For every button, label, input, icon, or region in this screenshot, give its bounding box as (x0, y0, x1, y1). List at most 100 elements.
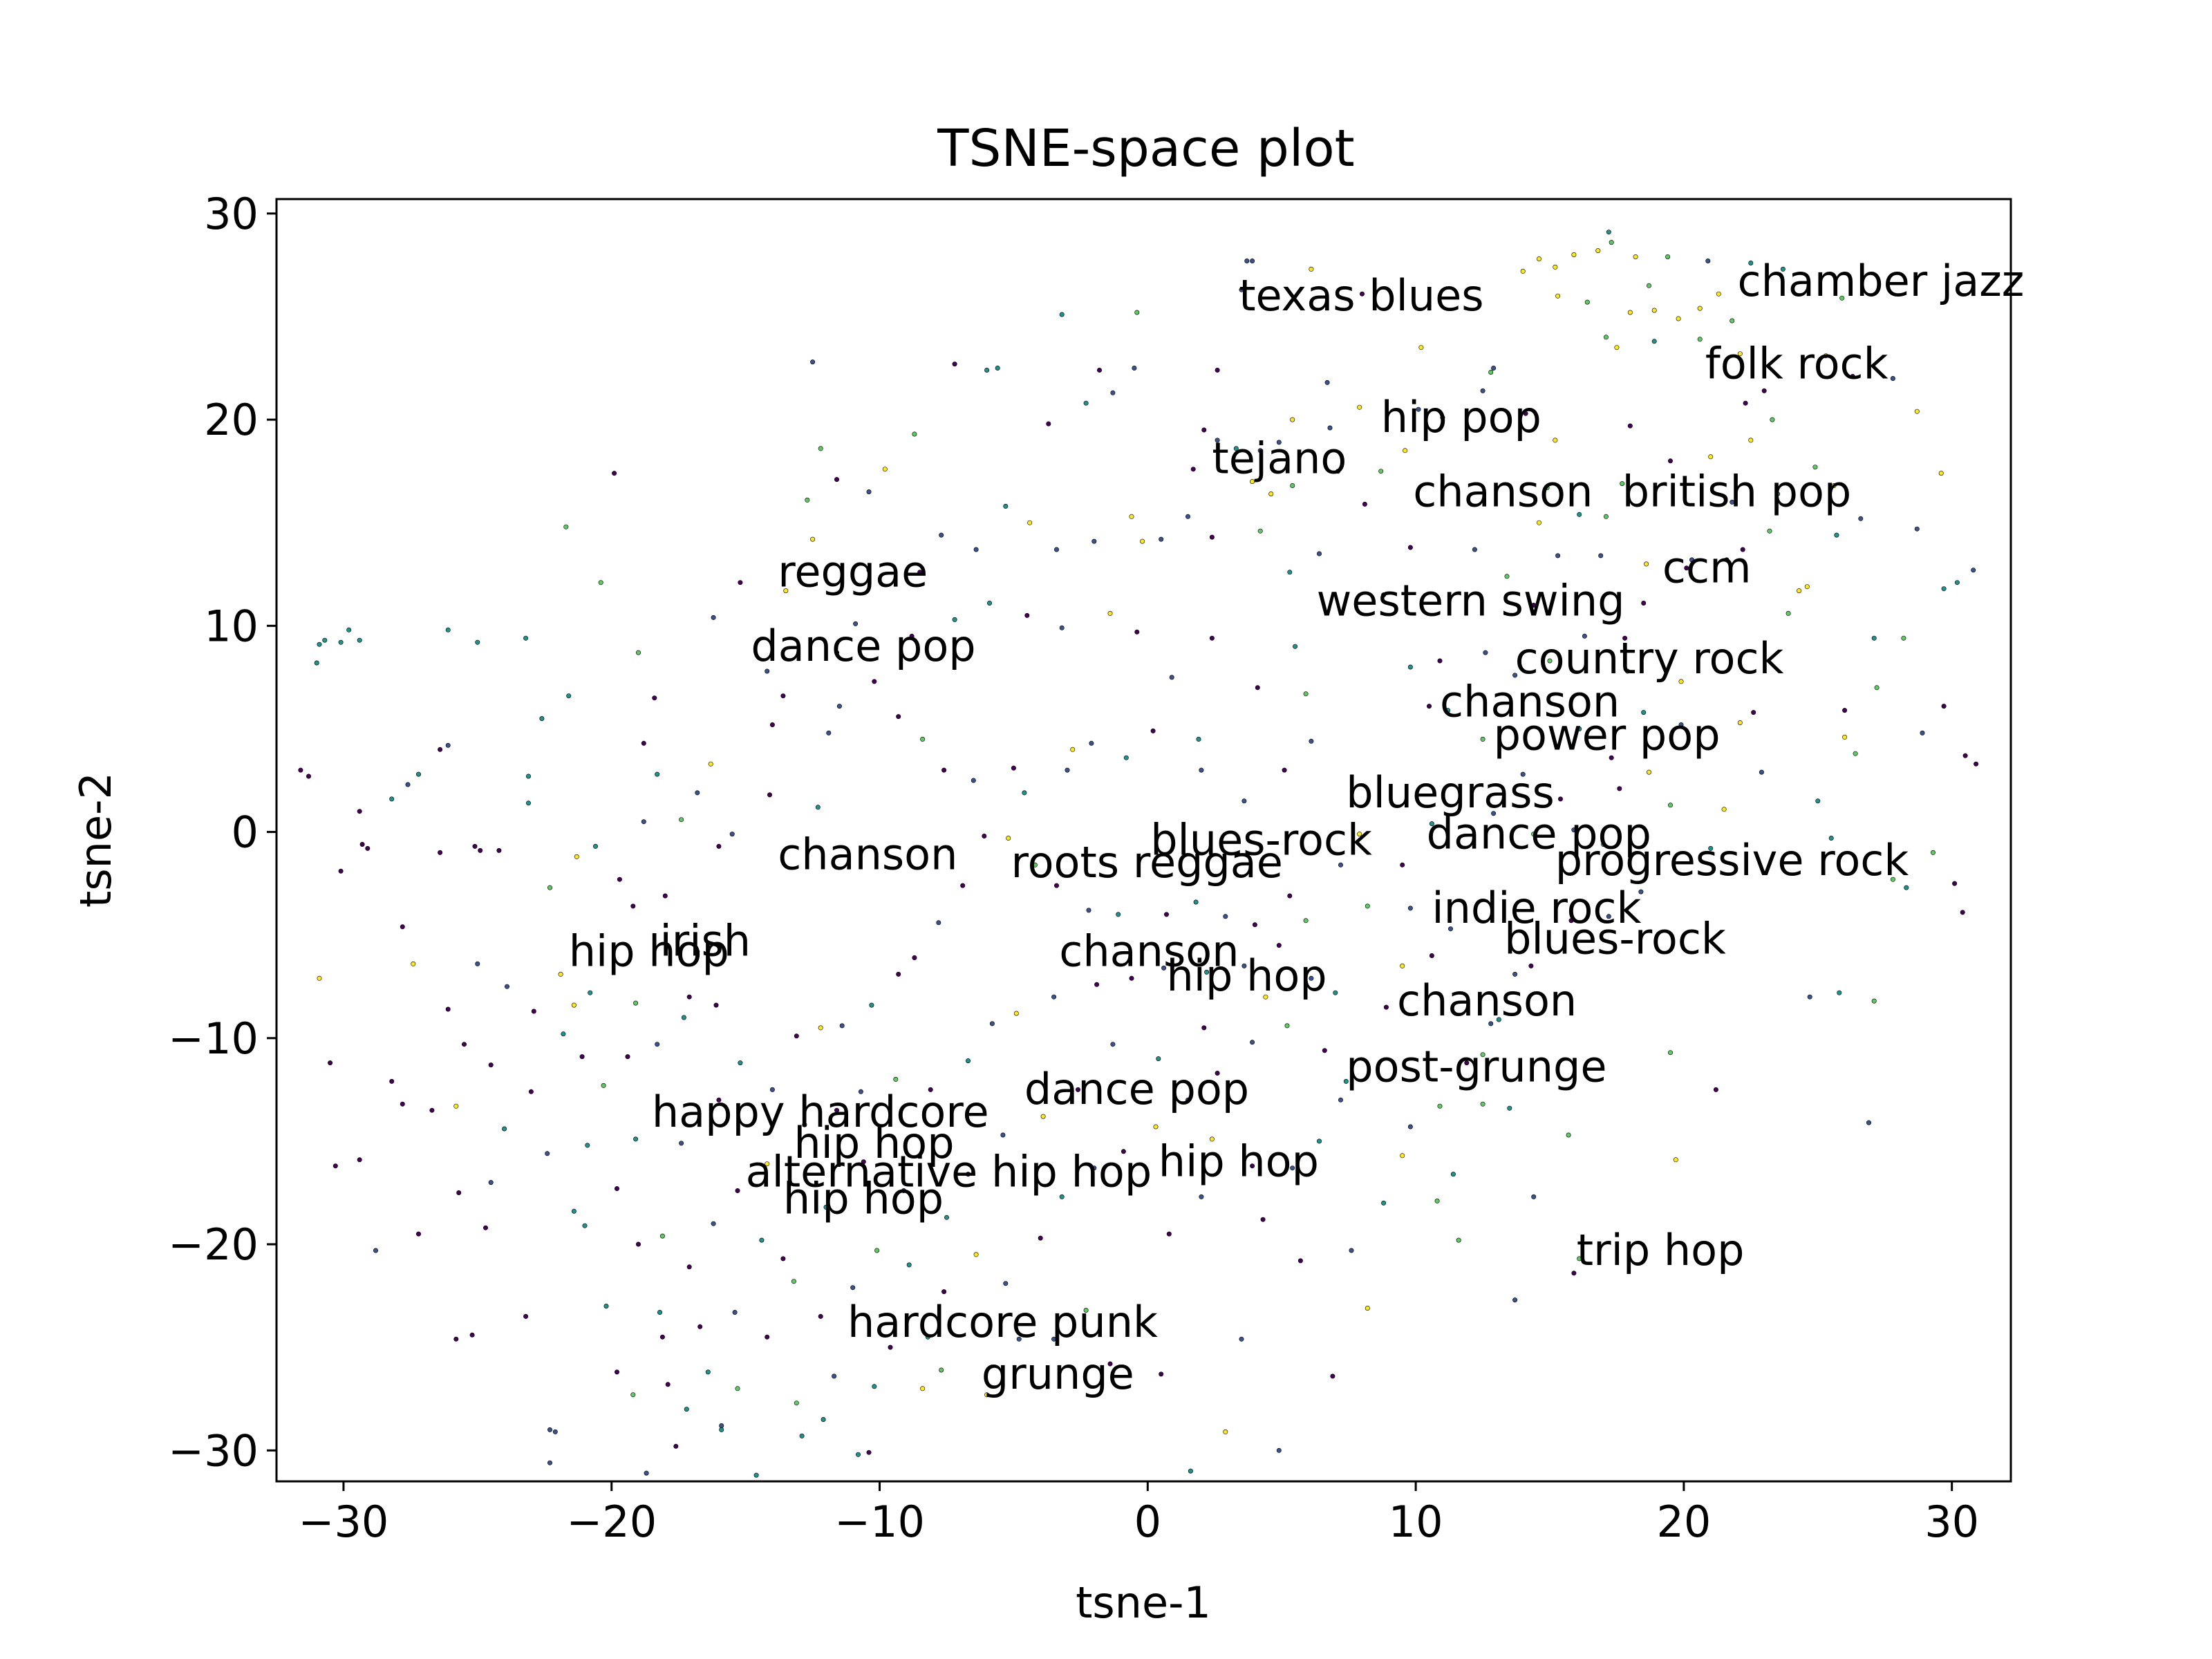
data-point (633, 1136, 639, 1142)
data-point (1241, 798, 1247, 804)
data-point (1641, 710, 1647, 715)
data-point (1250, 1163, 1255, 1169)
genre-annotation: grunge (982, 1349, 1134, 1399)
y-axis-label: tsne-2 (71, 772, 121, 908)
data-point (1823, 353, 1828, 359)
data-point (729, 832, 735, 837)
data-point (882, 467, 888, 472)
data-point (502, 1126, 507, 1132)
data-point (1153, 1124, 1159, 1130)
data-point (872, 679, 877, 684)
data-point (1360, 291, 1365, 297)
data-point (1488, 1021, 1494, 1027)
genre-annotation: hip hop (1167, 950, 1327, 1001)
data-point (475, 961, 480, 966)
data-point (659, 1233, 665, 1239)
data-point (936, 920, 941, 926)
data-point (1150, 728, 1156, 733)
y-tick-label: −20 (168, 1219, 259, 1270)
data-point (1450, 1172, 1456, 1177)
data-point (1110, 1042, 1116, 1047)
data-point (488, 1180, 494, 1185)
data-point (1239, 1336, 1244, 1342)
data-point (1022, 790, 1027, 796)
data-point (984, 367, 990, 373)
data-point (1011, 765, 1016, 771)
data-point (528, 1089, 534, 1094)
data-point (552, 1429, 558, 1434)
data-point (1920, 730, 1925, 735)
genre-annotation: chanson (1397, 975, 1577, 1026)
data-point (469, 1332, 475, 1338)
data-point (478, 847, 483, 853)
data-point (906, 1262, 912, 1268)
genre-annotation: power pop (1494, 709, 1721, 760)
data-point (1874, 685, 1880, 691)
data-point (1209, 534, 1215, 540)
genre-annotation: dance pop (1427, 808, 1651, 859)
data-point (1901, 635, 1906, 641)
data-point (946, 845, 952, 851)
y-tick-label: −10 (168, 1013, 259, 1064)
data-point (987, 600, 993, 606)
data-point (1941, 704, 1947, 709)
data-point (338, 639, 344, 645)
data-point (716, 843, 722, 849)
data-point (545, 1151, 550, 1156)
data-point (1831, 482, 1837, 488)
data-point (400, 924, 405, 930)
data-point (1250, 1040, 1255, 1045)
data-point (1040, 1114, 1046, 1119)
data-point (1027, 520, 1033, 525)
data-point (1705, 258, 1711, 263)
data-point (1199, 767, 1204, 773)
data-point (1166, 1231, 1172, 1237)
data-point (858, 1089, 863, 1094)
data-point (1110, 390, 1116, 395)
data-point (630, 1392, 636, 1398)
data-point (1185, 1097, 1191, 1103)
data-point (1169, 675, 1174, 680)
genre-annotation: blues-rock (1150, 814, 1372, 865)
data-point (1276, 943, 1282, 948)
genre-annotation: alternative hip hop (746, 1147, 1152, 1197)
data-point (1890, 375, 1895, 381)
plot-frame (275, 198, 2012, 1483)
data-point (657, 1310, 662, 1315)
y-tick-label: 10 (204, 601, 259, 651)
data-point (1276, 440, 1282, 445)
data-point (1853, 751, 1858, 756)
data-point (614, 1186, 619, 1192)
genre-annotation: roots reggae (1011, 837, 1283, 888)
genre-annotation: chanson (1059, 926, 1239, 976)
data-point (1209, 635, 1215, 641)
data-point (1083, 1308, 1089, 1313)
data-point (1684, 565, 1689, 571)
data-point (1544, 485, 1550, 490)
data-point (328, 1060, 333, 1066)
data-point (1842, 734, 1848, 740)
data-point (1775, 491, 1781, 496)
data-point (1651, 339, 1657, 344)
genre-annotation: hip hop (1159, 1136, 1319, 1187)
data-point (1196, 736, 1201, 742)
data-point (1721, 807, 1727, 812)
data-point (373, 1248, 378, 1253)
data-point (901, 1188, 906, 1194)
genre-annotation: british pop (1622, 466, 1852, 516)
data-point (571, 1002, 577, 1008)
data-point (1812, 465, 1818, 470)
data-point (1815, 798, 1821, 804)
data-point (547, 1460, 552, 1465)
data-point (973, 1252, 979, 1257)
data-point (1528, 963, 1534, 968)
data-point (1512, 971, 1518, 977)
data-point (1620, 481, 1625, 487)
genre-annotations: chamber jazz texas blues folk rock hip pop t… (569, 256, 2025, 1399)
data-point (496, 847, 502, 853)
data-point (1006, 836, 1011, 841)
data-point (1644, 561, 1649, 567)
data-point (1464, 1060, 1470, 1066)
data-point (995, 365, 1000, 371)
